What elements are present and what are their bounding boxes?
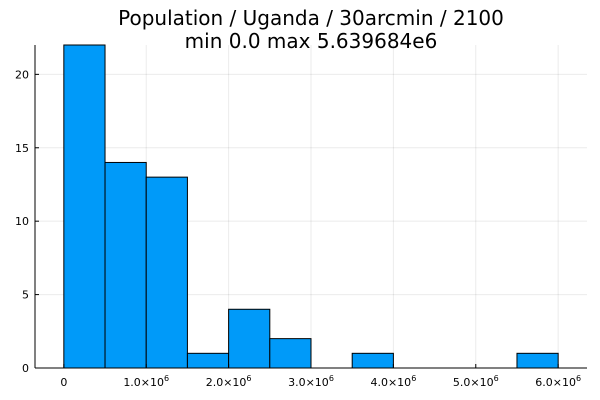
x-tick-label: 6.0×106 bbox=[535, 374, 581, 389]
x-tick-labels: 0 1.0×106 2.0×106 3.0×106 4.0×106 5.0×106 6.0×… bbox=[60, 374, 581, 389]
histogram-bar bbox=[104, 161, 147, 369]
chart-title-line1: Population / Uganda / 30arcmin / 2100 bbox=[118, 6, 504, 30]
y-tick-label: 10 bbox=[15, 215, 29, 228]
y-tick-labels: 0 5 10 15 20 bbox=[15, 68, 29, 375]
axes bbox=[34, 45, 587, 369]
y-tick-label: 5 bbox=[22, 289, 29, 302]
histogram-bar bbox=[186, 352, 230, 369]
x-tick-label: 4.0×106 bbox=[370, 374, 416, 389]
bars bbox=[63, 44, 559, 369]
histogram-bar bbox=[228, 308, 271, 369]
x-tick-label: 0 bbox=[60, 376, 67, 389]
histogram-bar bbox=[351, 352, 394, 369]
y-tick-label: 0 bbox=[22, 362, 29, 375]
x-tick-label: 3.0×106 bbox=[288, 374, 334, 389]
x-tick-label: 5.0×106 bbox=[453, 374, 499, 389]
x-tick-label: 2.0×106 bbox=[206, 374, 252, 389]
histogram-bar bbox=[145, 176, 188, 369]
x-tick-label: 1.0×106 bbox=[123, 374, 169, 389]
y-tick-label: 15 bbox=[15, 142, 29, 155]
histogram-bar bbox=[516, 352, 559, 369]
histogram-bar bbox=[269, 338, 312, 369]
y-tick-label: 20 bbox=[15, 68, 29, 81]
chart-title-line2: min 0.0 max 5.639684e6 bbox=[185, 29, 438, 53]
histogram-bar bbox=[63, 44, 106, 369]
